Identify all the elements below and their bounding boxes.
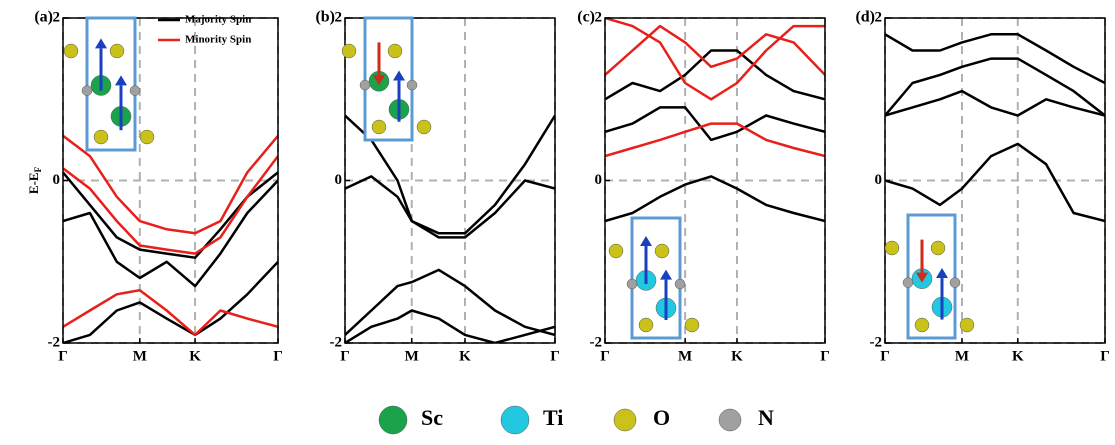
atom (931, 241, 945, 255)
y-tick-label: 0 (875, 172, 883, 188)
band-line (605, 176, 825, 221)
atom (915, 318, 929, 332)
band-line (605, 51, 825, 100)
atom (64, 44, 78, 58)
x-tick-label: Γ (600, 348, 610, 364)
panel-label: (b) (315, 9, 335, 26)
x-tick-label: Γ (340, 348, 350, 364)
atom (140, 130, 154, 144)
atom (903, 278, 913, 288)
y-axis-label: E-EF (26, 166, 43, 194)
atom-legend-label: N (758, 405, 774, 430)
atom (94, 130, 108, 144)
x-tick-label: K (731, 348, 743, 364)
y-tick-label: 0 (595, 172, 603, 188)
x-tick-label: K (459, 348, 471, 364)
atom (950, 278, 960, 288)
atom (885, 241, 899, 255)
y-tick-label: 0 (335, 172, 343, 188)
band-line (885, 144, 1105, 221)
x-tick-label: M (405, 348, 419, 364)
band-line (885, 91, 1105, 115)
x-tick-label: Γ (273, 348, 283, 364)
atom (372, 120, 386, 134)
atom (627, 279, 637, 289)
legend-label: Majority Spin (185, 14, 251, 26)
band-line (63, 156, 278, 254)
x-tick-label: Γ (1100, 348, 1110, 364)
band-line (345, 176, 555, 237)
legend-atom (501, 406, 529, 434)
x-tick-label: Γ (820, 348, 830, 364)
y-tick-label: 2 (53, 9, 61, 25)
x-tick-label: K (189, 348, 201, 364)
x-tick-label: Γ (58, 348, 68, 364)
atom (407, 80, 417, 90)
y-tick-label: 0 (53, 172, 61, 188)
atom (655, 244, 669, 258)
band-line (63, 262, 278, 343)
panel-label: (c) (577, 9, 595, 26)
atom (110, 44, 124, 58)
atom (417, 120, 431, 134)
atom (360, 80, 370, 90)
atom-legend-label: Ti (543, 405, 563, 430)
y-axis-label-main: E-E (26, 172, 41, 194)
panel-label: (a) (34, 9, 53, 26)
figure: -202ΓMKΓ(a)E-EFMajority SpinMinority Spi… (0, 0, 1115, 445)
atom (342, 44, 356, 58)
legend-atom (719, 409, 741, 431)
atom (960, 318, 974, 332)
x-tick-label: Γ (550, 348, 560, 364)
legend-atom (379, 406, 407, 434)
x-tick-label: M (678, 348, 692, 364)
legend-atom (614, 409, 636, 431)
atom (82, 86, 92, 96)
atom (639, 318, 653, 332)
atom (675, 279, 685, 289)
legend-label: Minority Spin (185, 34, 251, 46)
y-tick-label: 2 (335, 9, 343, 25)
atom (685, 318, 699, 332)
x-tick-label: M (955, 348, 969, 364)
atom (609, 244, 623, 258)
panel-label: (d) (855, 9, 875, 26)
atom-legend-label: O (653, 405, 670, 430)
x-tick-label: M (133, 348, 147, 364)
x-tick-label: Γ (880, 348, 890, 364)
x-tick-label: K (1012, 348, 1024, 364)
atom (388, 44, 402, 58)
y-tick-label: 2 (595, 9, 603, 25)
y-axis-label-sub: F (33, 166, 43, 172)
y-tick-label: 2 (875, 9, 883, 25)
band-line (605, 18, 825, 99)
atom (130, 86, 140, 96)
atom-legend-label: Sc (421, 405, 443, 430)
